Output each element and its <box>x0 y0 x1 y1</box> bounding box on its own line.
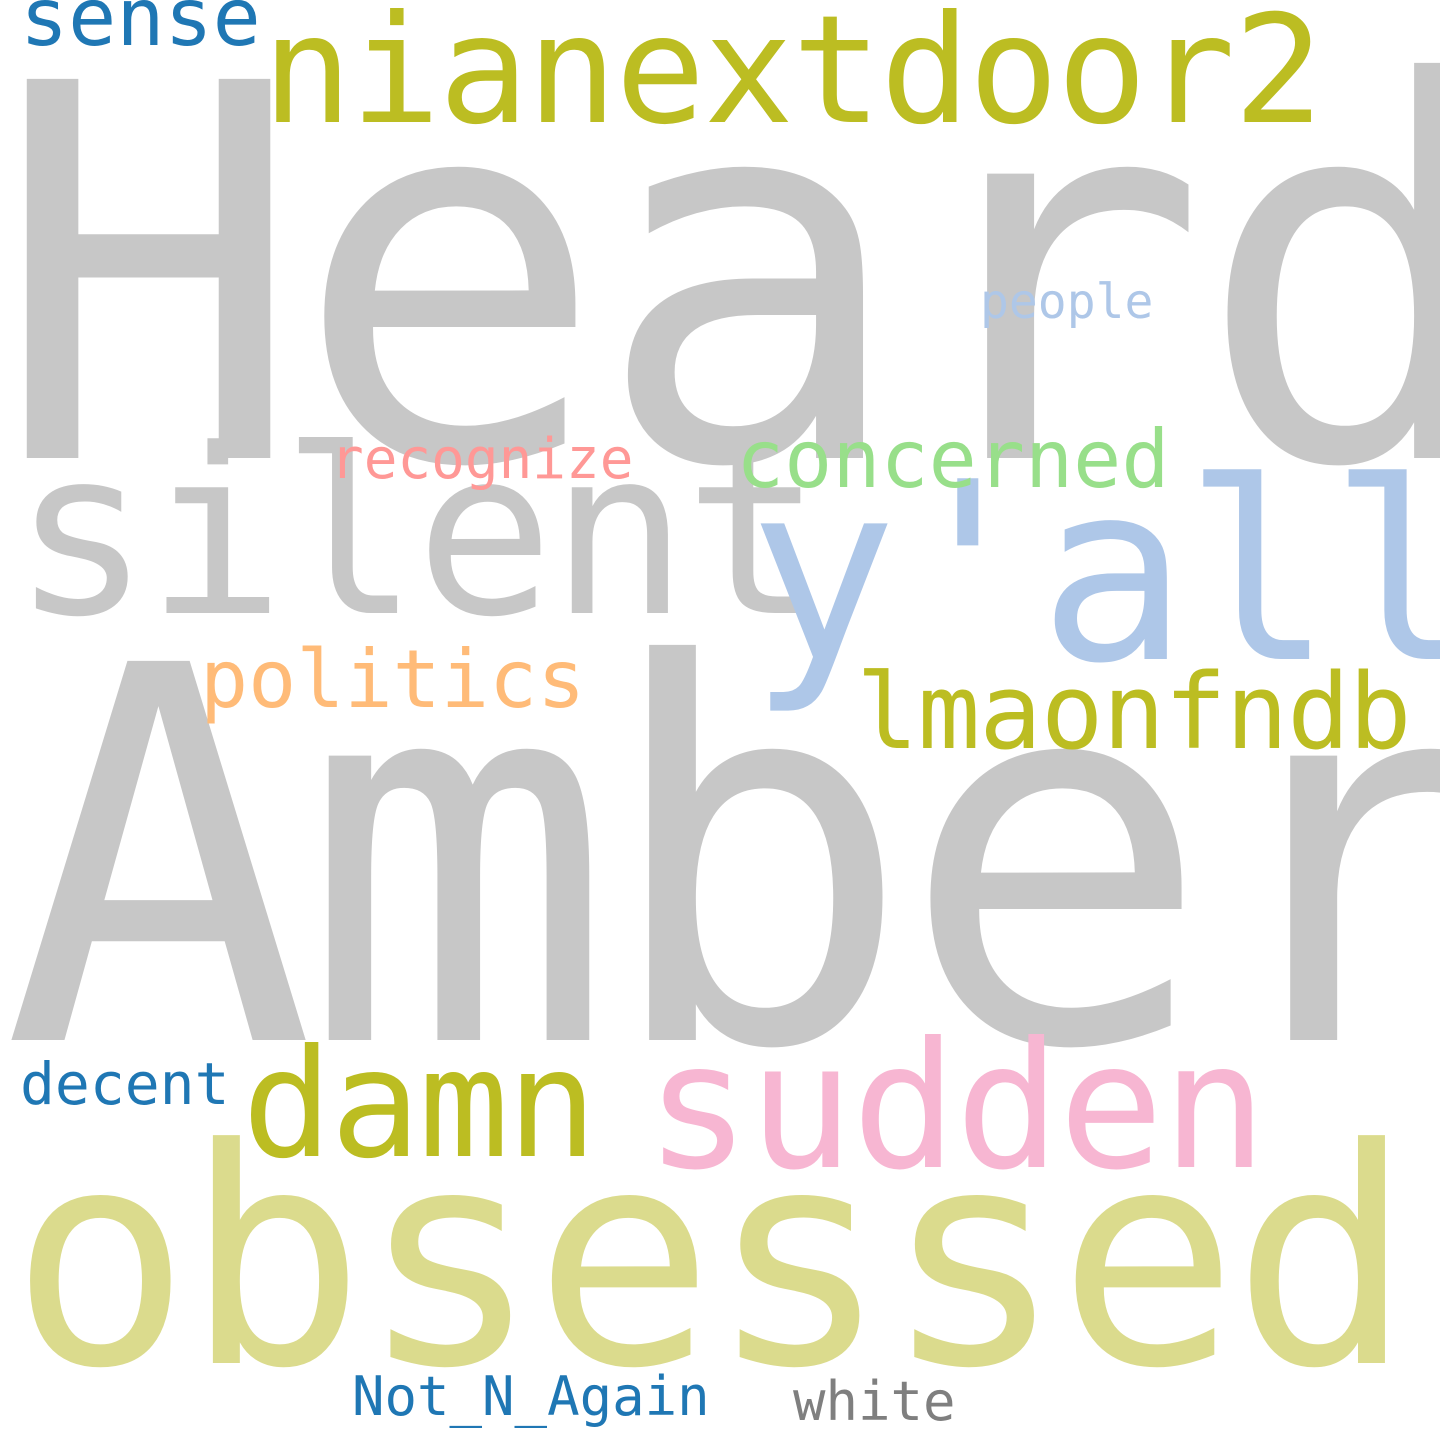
word-politics: politics <box>200 633 586 726</box>
word-lmaonfndb: lmaonfndb <box>856 651 1412 773</box>
word-sense: sense <box>20 0 261 64</box>
word-yall: y'all <box>748 430 1440 718</box>
word-nianextdoor2: nianextdoor2 <box>262 0 1324 158</box>
word-recognize: recognize <box>330 427 634 492</box>
word-people: people <box>980 274 1154 330</box>
word-concerned: concerned <box>736 413 1170 506</box>
word-sudden: sudden <box>645 1006 1267 1209</box>
word-white: white <box>793 1370 956 1433</box>
word-decent: decent <box>20 1050 230 1118</box>
word-silent: silent <box>12 401 823 668</box>
word-not-n-again: Not_N_Again <box>352 1365 710 1428</box>
word-damn: damn <box>242 1018 597 1192</box>
word-heard: Heard <box>0 0 1440 581</box>
word-obsessed: obsessed <box>10 1085 1413 1434</box>
word-amber: Amber <box>2 557 1440 1163</box>
